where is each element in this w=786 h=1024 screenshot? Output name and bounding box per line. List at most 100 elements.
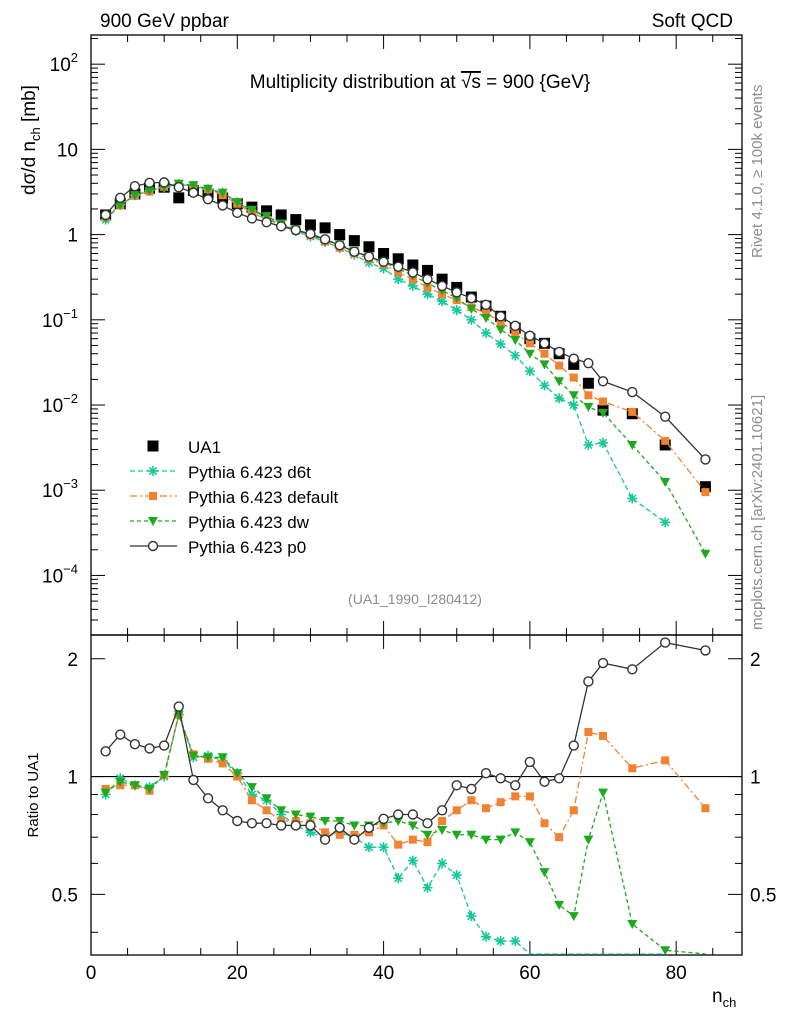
data-point — [246, 783, 257, 793]
data-point — [275, 221, 287, 232]
data-point — [422, 830, 433, 840]
data-point — [407, 855, 418, 866]
data-point — [421, 264, 433, 276]
data-point — [290, 214, 302, 226]
data-point — [568, 358, 580, 370]
data-point — [554, 377, 565, 387]
data-point — [218, 759, 227, 768]
data-point — [627, 493, 638, 504]
header-left-label: 900 GeV ppbar — [100, 11, 230, 32]
plot-title-sqrt: √s — [461, 72, 481, 93]
data-point — [100, 209, 111, 221]
x-axis-label-sub: ch — [723, 995, 737, 1010]
data-point — [599, 731, 608, 740]
data-point — [451, 305, 462, 316]
data-point — [659, 439, 671, 451]
data-point — [659, 637, 671, 648]
data-point — [524, 838, 535, 848]
data-point — [661, 756, 670, 765]
data-point — [363, 251, 375, 262]
star-stroke — [394, 274, 403, 284]
data-point — [290, 810, 301, 820]
data-point — [660, 517, 671, 528]
data-point — [334, 240, 345, 251]
data-point — [466, 830, 477, 840]
data-point — [539, 868, 550, 878]
data-point — [466, 783, 477, 795]
star-stroke — [452, 870, 461, 880]
data-point — [305, 228, 316, 240]
data-point — [144, 743, 155, 754]
ratio-panel-frame — [90, 634, 743, 956]
y-tick-label-exponent: −1 — [63, 306, 78, 321]
data-point — [481, 804, 490, 813]
data-point — [510, 335, 521, 345]
data-point — [597, 376, 609, 387]
data-point — [158, 177, 170, 188]
y-axis-label-main-sub: ch — [28, 127, 43, 141]
series-pythia-6-423-d6t — [100, 179, 671, 528]
data-point — [554, 393, 565, 404]
data-point — [584, 727, 593, 736]
legend-entry: Pythia 6.423 d6t — [130, 463, 311, 482]
data-point — [335, 830, 344, 839]
axis-ticks — [90, 35, 742, 955]
data-point — [451, 287, 462, 298]
y-axis-label-main-text: dσ/d n — [19, 141, 40, 195]
data-point — [202, 793, 214, 804]
data-point — [422, 273, 433, 285]
y-tick-label-main: 10−1 — [42, 306, 78, 332]
data-point — [480, 835, 491, 845]
data-point — [148, 517, 158, 526]
data-point — [290, 820, 302, 831]
data-point — [495, 835, 506, 845]
data-point — [148, 466, 158, 476]
data-point — [321, 828, 330, 837]
data-point — [582, 377, 594, 389]
legend-entry: UA1 — [147, 438, 221, 457]
star-stroke — [364, 843, 374, 852]
data-point — [261, 205, 273, 217]
data-point — [407, 809, 419, 820]
mcplots-label: mcplots.cern.ch [arXiv:2401.10621] — [749, 395, 766, 630]
star-stroke — [481, 328, 491, 338]
legend-entry: Pythia 6.423 dw — [130, 513, 310, 532]
star-stroke — [511, 351, 520, 360]
x-tick-label: 40 — [373, 963, 394, 984]
star-stroke — [452, 305, 461, 315]
y-tick-label-main: 102 — [50, 50, 78, 76]
data-point — [393, 873, 404, 884]
data-point — [524, 330, 536, 341]
data-point — [511, 792, 520, 801]
legend-entry: Pythia 6.423 default — [130, 488, 339, 507]
data-point — [100, 788, 111, 798]
data-point — [700, 454, 711, 465]
y-axis-label-main: dσ/d nch [mb] — [19, 85, 43, 195]
data-point — [539, 380, 550, 391]
data-point — [203, 184, 214, 194]
data-point — [276, 806, 287, 816]
y-tick-label-ratio-right: 2 — [750, 650, 761, 671]
data-point — [583, 402, 594, 412]
data-point — [524, 366, 535, 377]
y-tick-label-main: 1 — [67, 226, 78, 247]
data-point — [232, 769, 243, 779]
data-point — [539, 776, 550, 787]
data-point — [188, 181, 199, 191]
y-tick-label-base: 10 — [42, 481, 63, 502]
data-point — [628, 407, 637, 416]
data-point — [378, 842, 389, 853]
data-point — [466, 911, 477, 922]
data-point — [496, 798, 505, 807]
data-point — [583, 357, 594, 369]
data-point — [700, 645, 711, 656]
data-point — [539, 338, 550, 349]
y-tick-label-ratio-left: 1 — [67, 768, 78, 789]
ratio-series-pythia-6-423-dw — [100, 710, 706, 956]
ratio-series-pythia-6-423-p0 — [100, 637, 711, 845]
data-point — [422, 818, 433, 829]
data-point — [393, 274, 404, 285]
y-axis-label-main-unit: [mb] — [19, 85, 40, 127]
star-stroke — [598, 438, 608, 447]
